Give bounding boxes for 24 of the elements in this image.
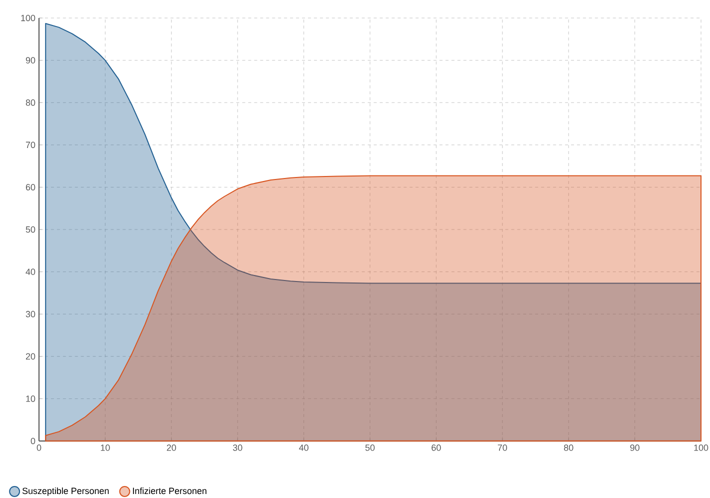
y-tick-label: 50 xyxy=(26,226,36,233)
y-tick-label: 20 xyxy=(26,353,36,360)
legend-label: Suszeptible Personen xyxy=(22,487,109,496)
y-tick-label: 40 xyxy=(26,268,36,275)
x-tick-label: 10 xyxy=(100,444,110,451)
x-tick-label: 90 xyxy=(630,444,640,451)
x-tick-label: 40 xyxy=(299,444,308,451)
y-tick-label: 30 xyxy=(26,310,36,318)
y-tick-label: 100 xyxy=(21,14,36,22)
x-tick-label: 0 xyxy=(36,444,42,451)
y-tick-label: 0 xyxy=(30,438,36,444)
x-tick-label: 70 xyxy=(498,444,508,451)
y-tick-label: 80 xyxy=(26,99,36,106)
y-tick-label: 60 xyxy=(26,184,36,190)
x-tick-label: 50 xyxy=(365,444,375,451)
legend-label: Infizierte Personen xyxy=(133,487,206,494)
x-tick-label: 60 xyxy=(432,444,441,451)
x-tick-label: 100 xyxy=(694,444,708,451)
y-tick-label: 10 xyxy=(26,396,36,402)
y-tick-label: 70 xyxy=(26,142,36,148)
y-tick-label: 90 xyxy=(26,57,36,64)
x-tick-label: 80 xyxy=(564,444,574,451)
x-tick-label: 20 xyxy=(166,444,176,451)
x-tick-label: 30 xyxy=(232,444,242,451)
